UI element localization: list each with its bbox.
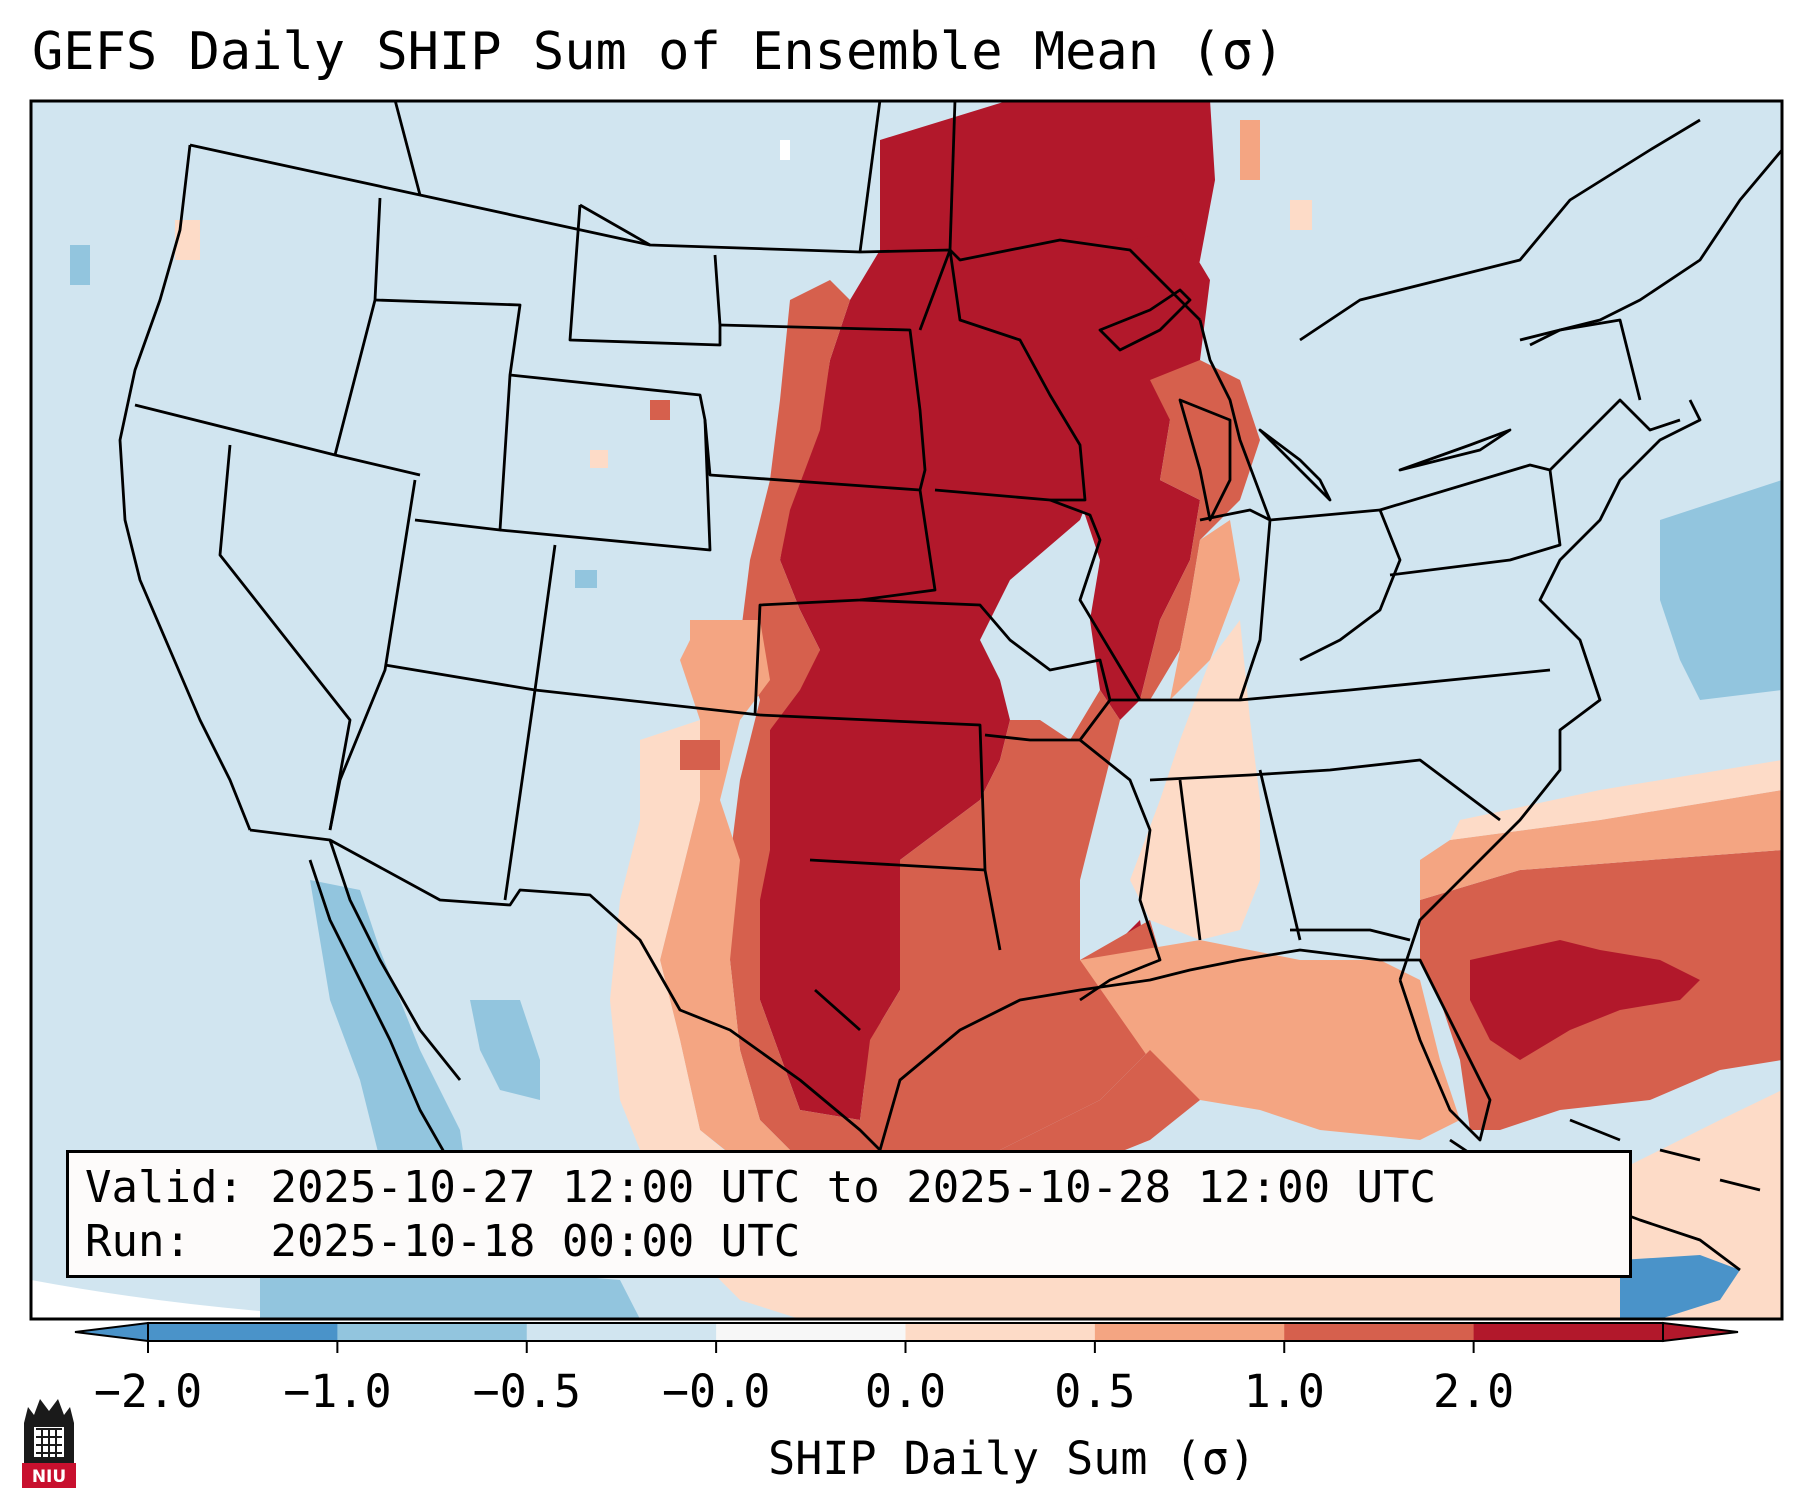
anomaly-region-peach [1450,760,1782,840]
anomaly-cell-peach [175,220,200,260]
anomaly-region-blue [260,1270,640,1319]
colorbar-segment [716,1323,906,1341]
anomaly-region-dark-red [1470,940,1700,1060]
valid-run-info-box: Valid: 2025-10-27 12:00 UTC to 2025-10-2… [66,1150,1632,1278]
anomaly-cell-peach [1290,200,1312,230]
colorbar-segment [1094,1323,1285,1341]
colorbar-tick-label: 0.5 [1054,1365,1136,1418]
anomaly-region-salmon [1170,520,1240,700]
logo-text: NIU [32,1467,66,1487]
anomaly-cell-blue [575,570,597,588]
colorbar-segment [148,1323,338,1341]
map-frame [29,99,1784,1321]
anomaly-cell-salmon [1240,120,1260,180]
map-title: GEFS Daily SHIP Sum of Ensemble Mean (σ) [32,22,1285,82]
colorbar-extend-max [1662,1321,1739,1343]
colorbar-segment [1284,1323,1475,1341]
colorbar-label: SHIP Daily Sum (σ) [768,1432,1256,1485]
colorbar-tick-label: 1.0 [1243,1365,1325,1418]
colorbar-segment [526,1323,717,1341]
run-time: 2025-10-18 00:00 UTC [270,1216,801,1267]
colorbar-tick-label: −0.0 [661,1365,771,1418]
niu-logo: NIU [22,1399,76,1488]
anomaly-region-salmon [1420,790,1782,900]
colorbar [74,1321,1739,1353]
anomaly-cell-red [650,400,670,420]
anomaly-region-blue [1620,1255,1740,1319]
projection-edge-left [31,1280,600,1319]
run-label: Run: [85,1216,191,1267]
valid-label: Valid: [85,1162,244,1213]
colorbar-segment [905,1323,1096,1341]
anomaly-region-salmon [660,620,790,1170]
colorbar-tick-label: −2.0 [93,1365,203,1418]
colorbar-tick-label: −1.0 [283,1365,392,1418]
colorbar-tick-label: 0.0 [864,1365,947,1418]
map-area [31,101,1782,1319]
anomaly-region-salmon [1080,940,1460,1140]
colorbar-segment [1473,1323,1664,1341]
colorbar-segment [337,1323,528,1341]
anomaly-cell-peach [590,450,608,468]
anomaly-region-blue [1660,480,1782,700]
anomaly-cell-missing [780,140,790,160]
colorbar-tick-label: 2.0 [1432,1365,1515,1418]
anomaly-cell-salmon [690,620,740,660]
anomaly-region-dark-red [1080,230,1210,720]
valid-time: 2025-10-27 12:00 UTC to 2025-10-28 12:00… [270,1162,1437,1213]
logo-banner [22,1463,76,1488]
anomaly-region-medium-red [730,280,1170,1150]
colorbar-tick-label: −0.5 [472,1365,581,1418]
logo-grid-icon [36,1428,62,1457]
anomaly-cell-blue [70,245,90,285]
anomaly-region-blue [470,1000,540,1100]
colorbar-extend-min [74,1321,149,1343]
anomaly-region-medium-red [790,1050,1200,1170]
anomaly-cell-red [680,740,720,770]
